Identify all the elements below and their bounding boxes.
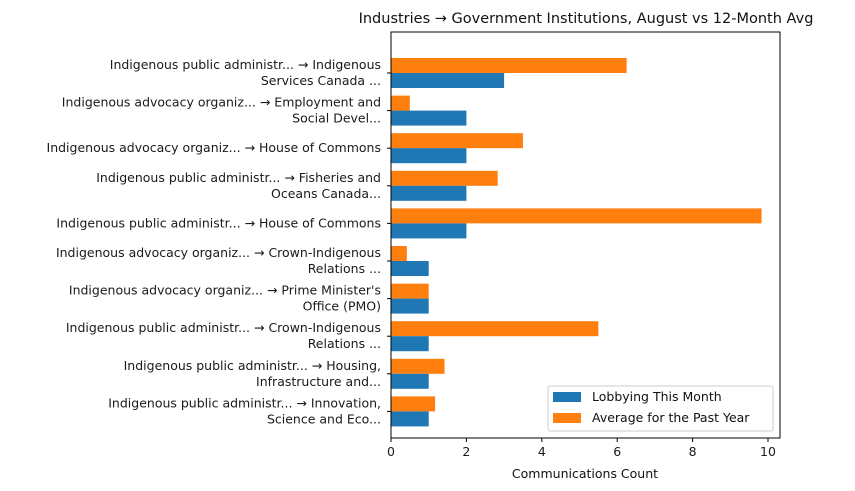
bar-lobbying-this-month [391, 110, 467, 126]
bar-lobbying-this-month [391, 73, 505, 88]
y-tick-label: Oceans Canada... [271, 186, 381, 201]
bar-lobbying-this-month [391, 373, 429, 389]
y-tick-label: Indigenous public administr... → House o… [56, 215, 381, 230]
x-tick-label: 8 [689, 444, 697, 459]
y-tick-label: Indigenous advocacy organiz... → Prime M… [69, 283, 381, 298]
legend-swatch-lobbying-this-month [553, 392, 581, 402]
bar-average-past-year [391, 358, 445, 374]
y-tick-label: Relations ... [308, 336, 381, 351]
y-tick-label: Indigenous public administr... → Housing… [124, 358, 381, 373]
bar-average-past-year [391, 321, 599, 337]
x-tick-label: 0 [387, 444, 395, 459]
bar-average-past-year [391, 246, 407, 261]
chart-title: Industries → Government Institutions, Au… [359, 11, 814, 27]
x-axis-label: Communications Count [512, 466, 658, 481]
bar-lobbying-this-month [391, 261, 429, 276]
y-tick-label: Indigenous advocacy organiz... → Employm… [62, 95, 381, 110]
bar-average-past-year [391, 133, 523, 149]
x-tick-label: 2 [462, 444, 470, 459]
bar-average-past-year [391, 208, 762, 224]
legend: Lobbying This Month Average for the Past… [547, 385, 774, 432]
y-tick-label: Indigenous public administr... → Fisheri… [96, 170, 381, 185]
bar-lobbying-this-month [391, 411, 429, 427]
bar-average-past-year [391, 58, 627, 73]
bar-lobbying-this-month [391, 148, 467, 164]
bar-lobbying-this-month [391, 223, 467, 239]
y-tick-label: Indigenous public administr... → Indigen… [110, 57, 381, 72]
bars-group [391, 58, 762, 427]
y-tick-label: Indigenous advocacy organiz... → House o… [47, 140, 381, 155]
y-axis: Indigenous public administr... → Indigen… [47, 57, 391, 426]
y-tick-label: Social Devel... [292, 111, 381, 126]
y-tick-label: Relations ... [308, 261, 381, 276]
x-tick-label: 10 [760, 444, 776, 459]
y-tick-label: Office (PMO) [303, 299, 381, 314]
y-tick-label: Science and Eco... [267, 411, 381, 426]
bar-lobbying-this-month [391, 185, 467, 201]
bar-lobbying-this-month [391, 298, 429, 314]
y-tick-label: Indigenous advocacy organiz... → Crown-I… [56, 245, 381, 260]
bar-average-past-year [391, 396, 436, 412]
x-tick-label: 6 [613, 444, 621, 459]
x-axis: 0 2 4 6 8 10 [387, 438, 776, 459]
legend-label-lobbying-this-month: Lobbying This Month [592, 389, 722, 404]
bar-average-past-year [391, 283, 429, 299]
legend-swatch-average-past-year [553, 413, 581, 423]
legend-label-average-past-year: Average for the Past Year [592, 410, 750, 425]
plot-frame [390, 31, 781, 439]
bar-lobbying-this-month [391, 336, 429, 352]
bar-average-past-year [391, 170, 498, 186]
bar-average-past-year [391, 95, 410, 111]
y-tick-label: Indigenous public administr... → Innovat… [108, 395, 381, 410]
y-tick-label: Services Canada ... [261, 73, 381, 88]
x-tick-label: 4 [538, 444, 546, 459]
y-tick-label: Infrastructure and... [256, 374, 381, 389]
y-tick-label: Indigenous public administr... → Crown-I… [66, 320, 381, 335]
legend-frame [547, 385, 774, 432]
